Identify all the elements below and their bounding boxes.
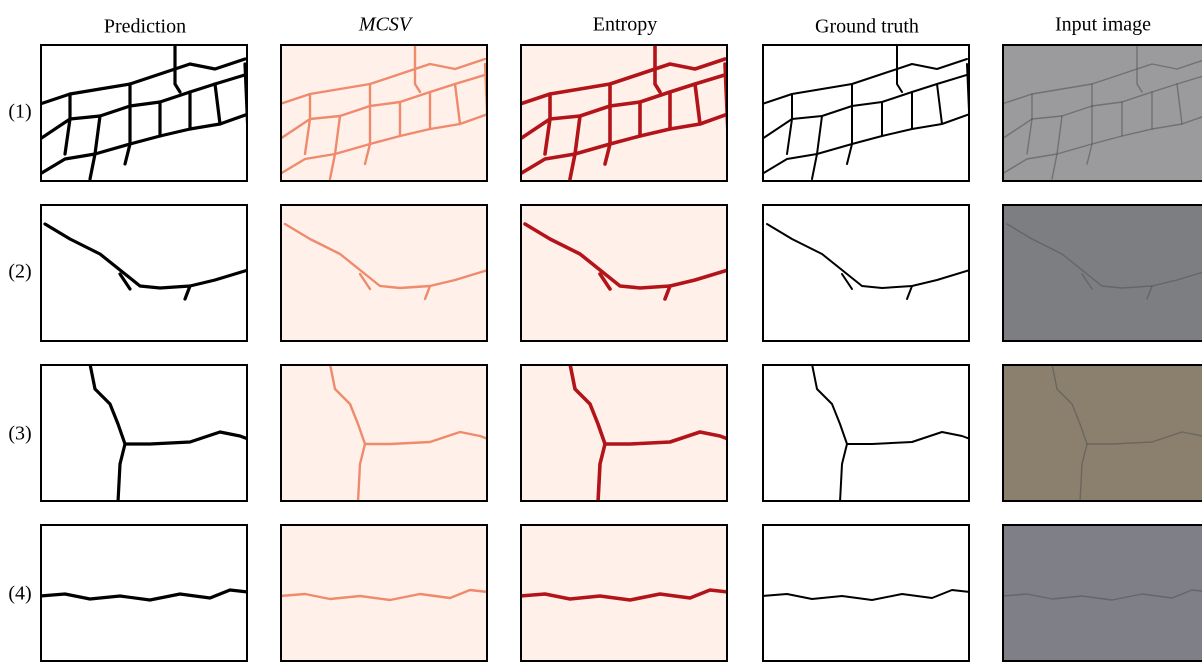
image-panel xyxy=(280,204,488,342)
image-panel xyxy=(520,44,728,182)
panel-background xyxy=(40,524,248,662)
image-panel xyxy=(1002,204,1202,342)
image-panel xyxy=(762,364,970,502)
panel-background xyxy=(1002,204,1202,342)
column-header: MCSV xyxy=(358,14,414,36)
image-panel xyxy=(520,364,728,502)
image-panel xyxy=(40,204,248,342)
column-header: Prediction xyxy=(104,16,186,38)
panel-background xyxy=(520,524,728,662)
image-panel xyxy=(40,44,248,182)
panel-background xyxy=(762,204,970,342)
row-label: (3) xyxy=(8,423,31,445)
panel-background xyxy=(762,524,970,662)
image-panel xyxy=(1002,44,1202,182)
row-label: (1) xyxy=(8,101,31,123)
row-label: (4) xyxy=(8,583,31,605)
image-panel xyxy=(1002,524,1202,662)
panel-background xyxy=(280,524,488,662)
image-panel xyxy=(280,524,488,662)
image-panel xyxy=(280,44,488,182)
image-panel xyxy=(40,364,248,502)
panel-background xyxy=(40,204,248,342)
column-header: Entropy xyxy=(593,14,657,36)
panel-background xyxy=(520,204,728,342)
image-panel xyxy=(520,524,728,662)
panel-background xyxy=(762,44,970,182)
image-panel xyxy=(40,524,248,662)
panel-background xyxy=(1002,524,1202,662)
image-panel xyxy=(1002,364,1202,502)
column-header: Ground truth xyxy=(815,16,919,38)
panel-background xyxy=(1002,364,1202,502)
row-label: (2) xyxy=(8,261,31,283)
image-panel xyxy=(280,364,488,502)
page: Prediction MCSV Entropy Ground truth Inp… xyxy=(0,0,1202,663)
image-panel xyxy=(762,204,970,342)
panel-background xyxy=(280,44,488,182)
figure: Prediction MCSV Entropy Ground truth Inp… xyxy=(0,0,1202,663)
image-panel xyxy=(520,204,728,342)
image-panel xyxy=(762,44,970,182)
image-panel xyxy=(762,524,970,662)
column-header: Input image xyxy=(1055,14,1151,36)
panel-background xyxy=(280,204,488,342)
